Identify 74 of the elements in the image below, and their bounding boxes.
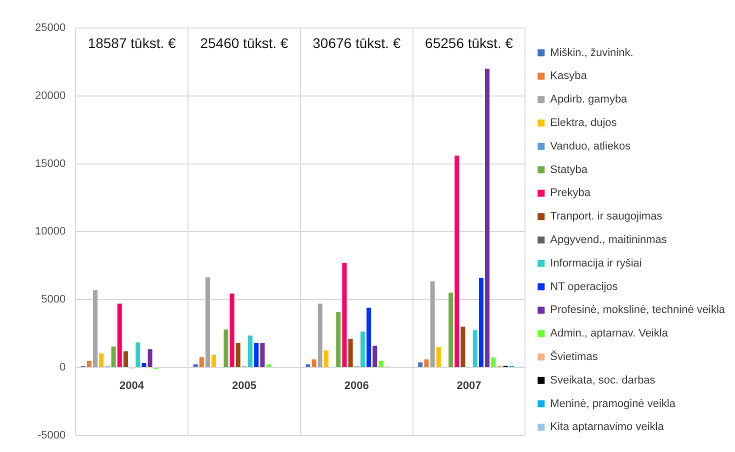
bar xyxy=(99,353,104,367)
bar xyxy=(485,68,490,367)
bar xyxy=(460,326,466,367)
legend-label: Vanduo, atliekos xyxy=(550,140,632,152)
bar xyxy=(136,342,140,367)
bar xyxy=(342,262,347,367)
bar xyxy=(366,308,372,367)
annotation: 30676 tūkst. € xyxy=(312,34,401,51)
y-tick-label: 25000 xyxy=(34,22,66,34)
bar xyxy=(193,364,198,367)
bar xyxy=(372,346,378,367)
bar xyxy=(478,278,484,367)
bar xyxy=(230,293,234,367)
legend-label: Miškin., žuvinink. xyxy=(550,46,634,59)
y-tick-label: 10000 xyxy=(34,226,66,238)
bar xyxy=(448,292,454,367)
bar xyxy=(312,359,316,367)
bar xyxy=(254,343,259,367)
legend-label: Kasyba xyxy=(550,70,588,82)
bar xyxy=(266,364,271,367)
bar xyxy=(348,338,353,367)
bar xyxy=(472,330,478,367)
legend-label: Informacija ir ryšiai xyxy=(550,257,642,270)
bar xyxy=(117,304,122,367)
legend-label: Tranport. ir saugojimas xyxy=(550,210,663,223)
legend-label: Apdirb. gamyba xyxy=(550,94,628,106)
x-tick-label: 2006 xyxy=(344,380,369,392)
bar xyxy=(430,281,435,367)
annotation: 65256 tūkst. € xyxy=(425,34,514,51)
legend-label: NT operacijos xyxy=(550,280,618,293)
legend-label: Apgyvend., maitininmas xyxy=(550,234,668,246)
x-tick-label: 2004 xyxy=(120,380,145,392)
legend-label: Meninė, pramoginė veikla xyxy=(550,398,676,410)
x-tick-label: 2005 xyxy=(232,380,256,392)
bar xyxy=(123,351,128,367)
bar xyxy=(212,354,216,367)
bar xyxy=(148,349,152,367)
bar xyxy=(236,343,240,367)
bar xyxy=(142,363,146,367)
bar xyxy=(199,357,204,367)
legend-label: Kita aptarnavimo veikla xyxy=(550,421,665,434)
y-tick-label: 5000 xyxy=(41,294,66,306)
bar xyxy=(224,329,228,367)
legend-label: Sveikata, soc. darbas xyxy=(550,374,656,386)
bar xyxy=(436,347,441,367)
y-tick-label: -5000 xyxy=(37,429,66,442)
bar xyxy=(336,312,341,367)
y-tick-label: 15000 xyxy=(34,158,66,170)
bar xyxy=(93,290,98,367)
bar xyxy=(424,359,429,367)
legend-label: Profesinė, mokslinė, techninė veikla xyxy=(550,304,726,316)
y-tick-label: 20000 xyxy=(34,90,66,102)
bar xyxy=(418,362,423,367)
bar xyxy=(111,346,116,367)
legend-label: Statyba xyxy=(550,164,588,176)
bar xyxy=(324,350,328,367)
bar xyxy=(360,332,365,367)
legend-label: Admin., aptarnav. Veikla xyxy=(550,328,669,340)
bar xyxy=(248,336,253,367)
bar xyxy=(205,277,210,367)
bar xyxy=(86,360,92,367)
y-tick-label: 0 xyxy=(59,362,66,374)
bar xyxy=(260,343,265,367)
bar xyxy=(318,304,322,367)
bar xyxy=(378,360,384,367)
x-tick-label: 2007 xyxy=(456,380,482,392)
legend-label: Elektra, dujos xyxy=(550,117,618,130)
legend-label: Prekyba xyxy=(550,187,592,200)
bar xyxy=(454,156,460,367)
legend-label: Švietimas xyxy=(550,350,598,364)
annotation: 25460 tūkst. € xyxy=(200,34,288,51)
bar xyxy=(491,357,496,367)
bar xyxy=(306,364,310,367)
annotation: 18587 tūkst. € xyxy=(88,34,176,51)
